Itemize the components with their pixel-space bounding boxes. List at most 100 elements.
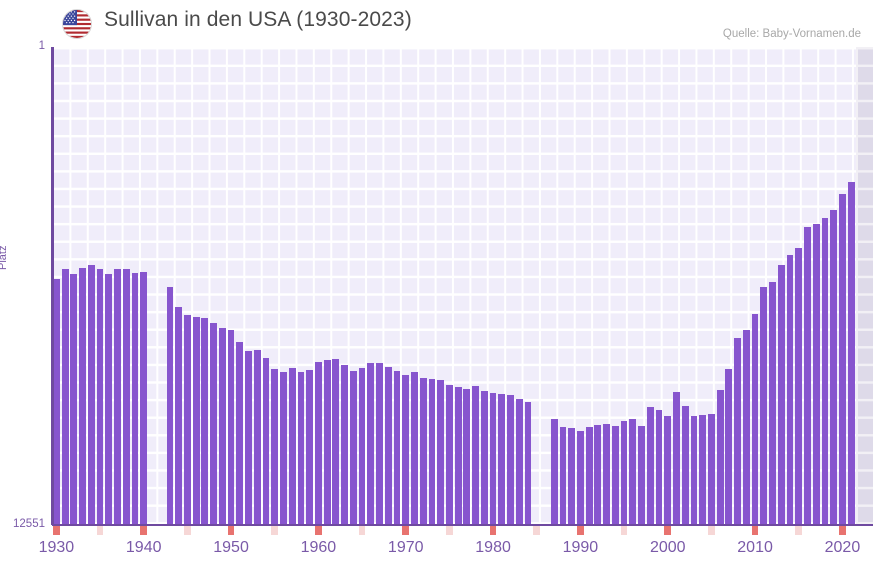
plot-area (52, 47, 873, 525)
bar (349, 371, 357, 525)
bar (419, 377, 427, 525)
bar (681, 405, 689, 525)
bar (227, 329, 235, 525)
bar (280, 371, 287, 525)
bar (245, 350, 252, 525)
x-tick-minor (96, 526, 104, 535)
x-tick-label: 1980 (475, 539, 511, 556)
bar (454, 387, 462, 525)
x-tick-major (489, 526, 497, 535)
bar (105, 273, 113, 525)
y-axis-title: Platz (0, 245, 9, 270)
bar (673, 392, 680, 525)
bar (638, 425, 645, 525)
page-title: Sullivan in den USA (1930-2023) (104, 8, 412, 31)
bar (498, 393, 506, 525)
source-attribution: Quelle: Baby-Vornamen.de (722, 28, 861, 40)
bar (428, 379, 436, 525)
bar (166, 286, 174, 525)
x-tick-label: 2000 (649, 539, 686, 556)
bar (253, 350, 261, 525)
bar (140, 272, 148, 525)
bar (830, 209, 838, 525)
bar (192, 317, 200, 525)
bar (847, 182, 855, 525)
bar (384, 367, 392, 525)
bar (629, 418, 637, 525)
bar (437, 379, 445, 525)
bar (795, 247, 803, 525)
x-tick-label: 1950 (213, 539, 249, 556)
bar (358, 367, 366, 525)
bar (402, 375, 410, 525)
usa-flag-icon (62, 9, 92, 39)
bar (568, 427, 576, 525)
bar (445, 384, 453, 525)
bar (524, 401, 532, 525)
bar (87, 264, 95, 525)
bar (332, 359, 340, 525)
x-tick-minor (183, 526, 191, 535)
x-tick-major (314, 526, 322, 535)
x-tick-major (52, 526, 60, 535)
x-axis-ticks: 1930 1940 1950 1960 1970 1980 1990 2000 2010 2020 (39, 526, 873, 567)
bar (288, 368, 296, 525)
x-tick-label: 1940 (125, 539, 162, 556)
bar (341, 365, 348, 525)
bar (690, 415, 698, 525)
bar (769, 281, 776, 525)
x-tick-major (577, 526, 584, 535)
bar (742, 329, 750, 525)
bar (183, 314, 191, 525)
bar (804, 227, 811, 525)
y-axis-bottom-label: 12551 (13, 518, 45, 530)
bar (306, 369, 314, 525)
bar (96, 269, 104, 525)
bar (716, 390, 724, 525)
x-tick-label: 2010 (737, 539, 773, 556)
chart-header: Sullivan in den USA (1930-2023) Quelle: … (0, 0, 873, 46)
bar (70, 273, 78, 525)
bar (376, 363, 383, 525)
bar (472, 385, 479, 525)
x-tick-major (751, 526, 759, 535)
bar (611, 425, 619, 525)
bar (201, 318, 209, 525)
x-tick-minor (708, 526, 715, 535)
x-tick-major (227, 526, 235, 535)
x-tick-major (402, 526, 410, 535)
bar (620, 421, 628, 525)
bar (314, 362, 322, 525)
bar (297, 372, 305, 525)
bar (839, 193, 846, 525)
bar (236, 342, 244, 525)
x-tick-minor (358, 526, 366, 535)
bar (262, 358, 270, 525)
bar (550, 418, 558, 525)
x-tick-label: 1930 (38, 539, 75, 556)
x-tick-minor (533, 526, 541, 535)
bar (777, 265, 785, 525)
bar (131, 272, 139, 525)
bar (751, 313, 759, 525)
bar (122, 269, 130, 525)
x-tick-minor (620, 526, 628, 535)
bar (489, 392, 497, 525)
bar (61, 269, 69, 525)
no-data-region (855, 47, 873, 525)
x-tick-minor (445, 526, 453, 535)
x-tick-label: 1970 (387, 539, 424, 556)
bar (603, 423, 611, 525)
bar (664, 415, 672, 525)
bar (507, 395, 514, 525)
x-tick-minor (271, 526, 279, 535)
bar (463, 388, 471, 525)
bar (393, 371, 401, 525)
bar (821, 217, 829, 525)
x-tick-major (664, 526, 672, 535)
x-tick-major (140, 526, 148, 535)
y-axis-line (51, 47, 54, 525)
bar (210, 323, 217, 525)
bar (594, 424, 602, 525)
